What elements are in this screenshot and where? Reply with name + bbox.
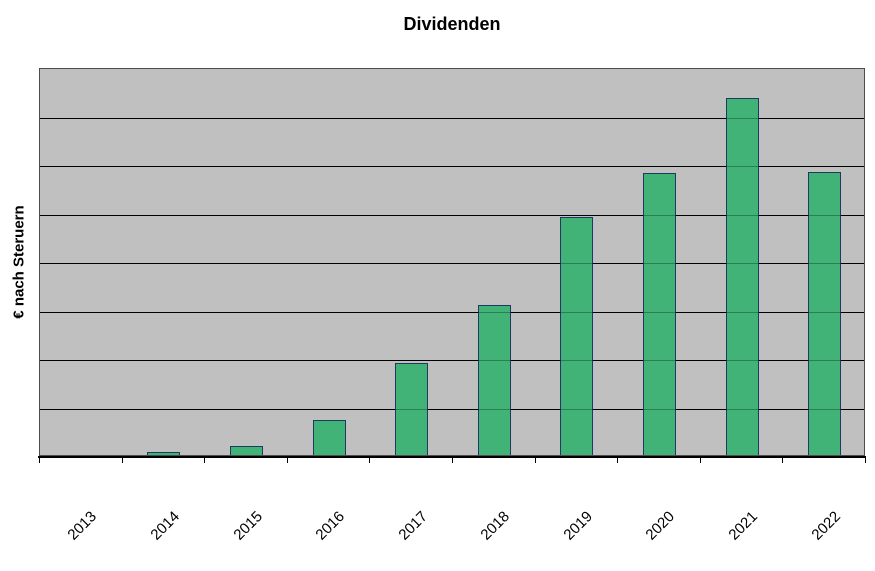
gridline-overlay <box>40 215 864 216</box>
x-axis-tick <box>535 458 536 463</box>
x-axis-label-2014: 2014 <box>147 508 184 544</box>
gridline <box>40 312 864 313</box>
bar-2018 <box>478 305 511 455</box>
x-axis-label-2021: 2021 <box>725 508 762 544</box>
bar-2015 <box>230 446 263 455</box>
gridline <box>40 215 864 216</box>
gridline <box>40 409 864 410</box>
bar-2020 <box>643 173 676 455</box>
x-axis-tick <box>287 458 288 463</box>
gridline <box>40 263 864 264</box>
x-axis-label-2022: 2022 <box>808 508 845 544</box>
x-axis-label-2013: 2013 <box>64 508 101 544</box>
gridline-overlay <box>40 166 864 167</box>
x-axis-tick <box>122 458 123 463</box>
bar-2019 <box>560 217 593 455</box>
x-axis-tick <box>700 458 701 463</box>
gridline-overlay <box>40 263 864 264</box>
gridline-overlay <box>40 360 864 361</box>
y-axis-title: € nach Steruern <box>10 205 28 319</box>
x-axis-tick <box>39 458 40 463</box>
x-axis-tick <box>782 458 783 463</box>
x-axis-tick <box>617 458 618 463</box>
x-axis-label-2015: 2015 <box>230 508 267 544</box>
x-axis-label-2017: 2017 <box>395 508 432 544</box>
gridline-overlay <box>40 409 864 410</box>
bar-2021 <box>726 98 759 455</box>
x-axis-label-2019: 2019 <box>560 508 597 544</box>
x-axis-tick <box>369 458 370 463</box>
plot-area <box>39 68 865 456</box>
x-axis-tick <box>865 458 866 463</box>
gridline <box>40 118 864 119</box>
bar-2014 <box>147 452 180 455</box>
gridline <box>40 166 864 167</box>
bar-2017 <box>395 363 428 455</box>
gridline <box>40 360 864 361</box>
x-axis-label-2020: 2020 <box>642 508 679 544</box>
x-axis-label-2016: 2016 <box>312 508 349 544</box>
bar-2022 <box>808 172 841 455</box>
bar-2016 <box>313 420 346 455</box>
gridline-overlay <box>40 312 864 313</box>
x-axis-label-2018: 2018 <box>477 508 514 544</box>
x-axis-line <box>38 456 866 458</box>
gridline-overlay <box>40 118 864 119</box>
chart-title: Dividenden <box>403 14 501 34</box>
x-axis-tick <box>452 458 453 463</box>
x-axis-tick <box>204 458 205 463</box>
